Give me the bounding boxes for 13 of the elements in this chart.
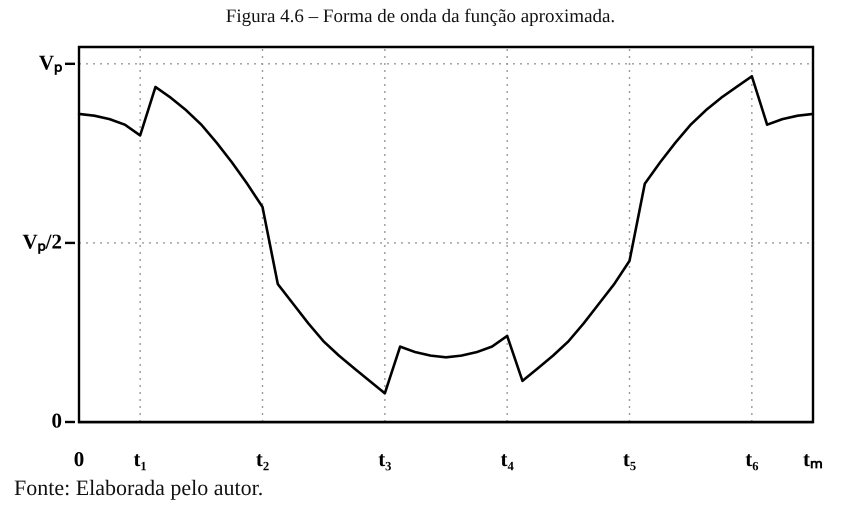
x-tick-label: t₂: [256, 447, 270, 472]
x-tick-label: t₄: [500, 447, 515, 472]
x-tick-label: t₃: [378, 447, 392, 472]
text: 0: [52, 408, 62, 432]
x-tick-label: t₆: [745, 447, 758, 472]
x-tick-label: t₅: [622, 447, 636, 472]
ref-line-label: Vₚ/2: [22, 229, 62, 254]
chart-title: Figura 4.6 – Forma de onda da função aproximada.: [224, 6, 616, 28]
x-tick-label: 0: [74, 447, 84, 472]
x-tick-label: t₁: [134, 447, 147, 472]
source-note: Fonte: Elaborada pelo autor.: [14, 475, 264, 501]
x-tick-label: tₘ: [803, 447, 824, 472]
ref-line-label: Vₚ: [38, 50, 63, 76]
